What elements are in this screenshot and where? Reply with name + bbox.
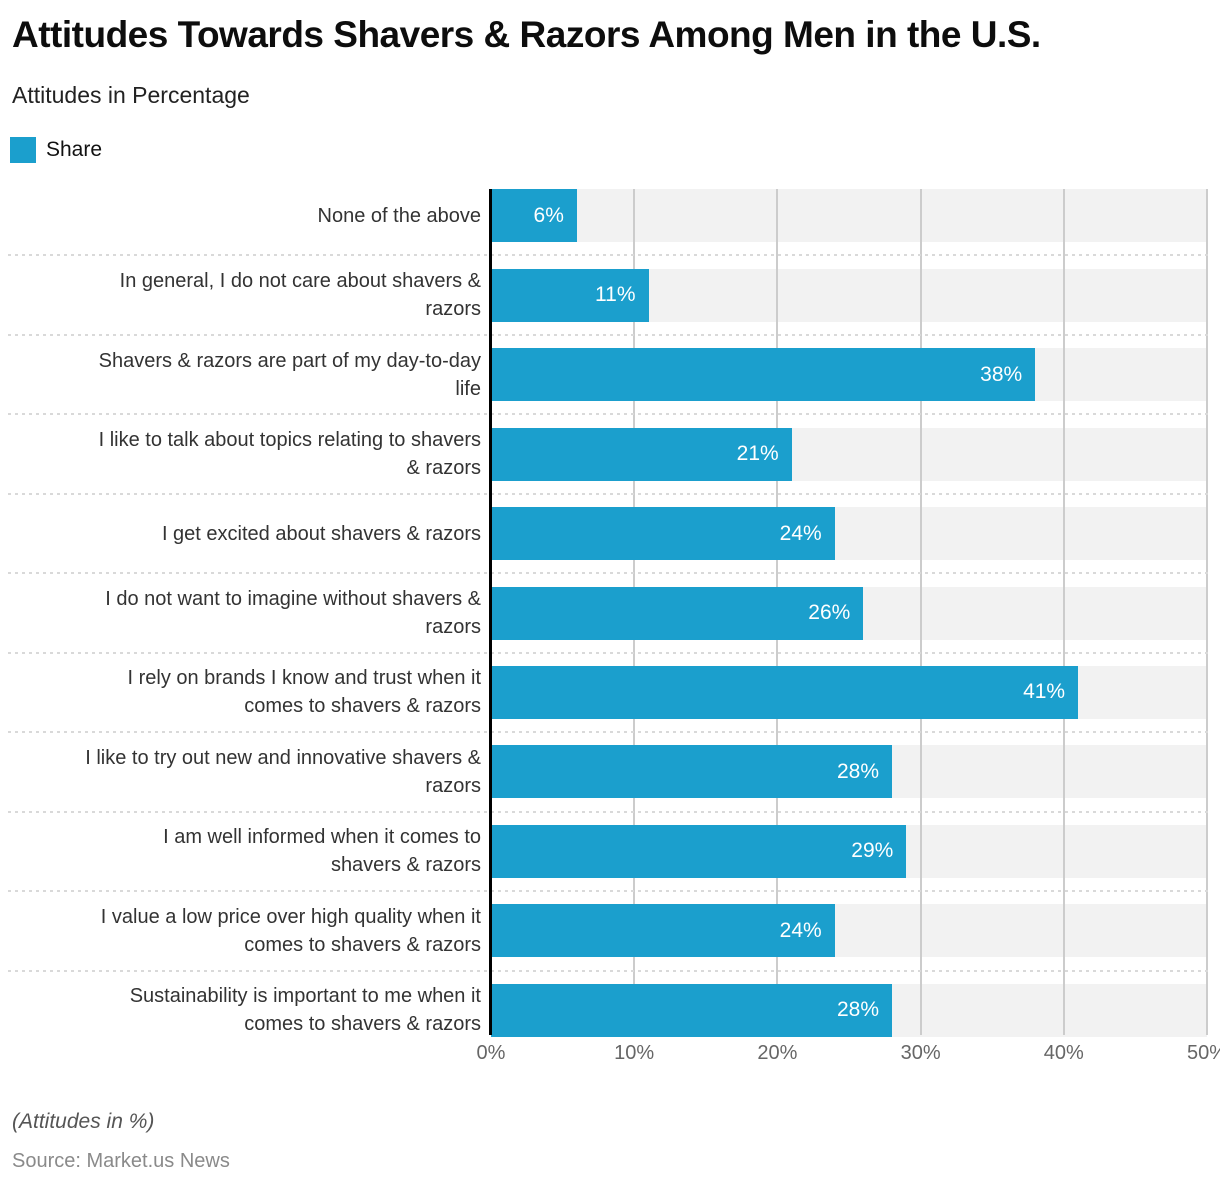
category-label: Shavers & razors are part of my day-to-d… <box>98 349 481 400</box>
category-label: Sustainability is important to me when i… <box>129 985 481 1036</box>
bar: 41% <box>491 665 1079 719</box>
bar: 26% <box>491 586 864 640</box>
chart-subtitle: Attitudes in Percentage <box>12 82 250 108</box>
value-label: 28% <box>836 998 879 1022</box>
legend-swatch-icon <box>10 137 36 163</box>
x-tick-label: 0% <box>476 1042 506 1064</box>
row-separator <box>8 969 1208 972</box>
category-label: I do not want to imagine without shavers… <box>105 588 481 639</box>
x-tick-label: 50% <box>1186 1042 1220 1064</box>
legend: Share <box>10 137 102 163</box>
row-separator <box>8 333 1208 336</box>
y-axis-line <box>489 189 492 1035</box>
value-label: 21% <box>736 442 779 466</box>
bar: 21% <box>491 427 792 481</box>
row-separator <box>8 572 1208 575</box>
value-label: 24% <box>779 918 822 942</box>
x-tick-label: 10% <box>614 1042 655 1064</box>
category-label: I like to talk about topics relating to … <box>98 429 481 480</box>
category-label: I get excited about shavers & razors <box>161 522 481 545</box>
legend-label: Share <box>46 138 103 161</box>
x-tick-label: 20% <box>757 1042 798 1064</box>
row-separator <box>8 651 1208 654</box>
row-separator <box>8 254 1208 257</box>
category-label: None of the above <box>317 204 481 227</box>
bar: 6% <box>491 189 577 243</box>
bar: 38% <box>491 348 1036 402</box>
bar: 24% <box>491 904 835 958</box>
bar: 28% <box>491 745 892 799</box>
row-separator <box>8 413 1208 416</box>
gridline <box>1062 189 1065 1035</box>
x-tick-label: 30% <box>900 1042 941 1064</box>
x-tick-label: 40% <box>1043 1042 1084 1064</box>
value-label: 28% <box>836 759 879 783</box>
value-label: 38% <box>980 362 1023 386</box>
bar: 28% <box>491 983 892 1037</box>
category-label: In general, I do not care about shavers … <box>119 270 481 321</box>
value-label: 11% <box>595 283 636 307</box>
category-label: I am well informed when it comes to shav… <box>163 826 481 877</box>
category-label: I rely on brands I know and trust when i… <box>127 667 481 718</box>
gridline <box>1206 189 1208 1035</box>
gridline <box>919 189 922 1035</box>
value-label: 24% <box>779 521 822 545</box>
row-separator <box>8 810 1208 813</box>
value-label: 6% <box>533 203 564 227</box>
row-separator <box>8 492 1208 495</box>
value-label: 41% <box>1023 680 1066 704</box>
source-line: Source: Market.us News <box>12 1150 230 1172</box>
bar: 24% <box>491 507 835 560</box>
row-separator <box>8 731 1208 734</box>
value-label: 29% <box>851 839 894 863</box>
category-band <box>491 189 1207 243</box>
category-label: I like to try out new and innovative sha… <box>85 746 481 797</box>
row-separator <box>8 890 1208 893</box>
bar: 29% <box>491 824 907 878</box>
category-label: I value a low price over high quality wh… <box>100 905 481 956</box>
footnote: (Attitudes in %) <box>12 1110 155 1133</box>
bar: 11% <box>491 268 649 322</box>
chart-title: Attitudes Towards Shavers & Razors Among… <box>12 14 1041 55</box>
value-label: 26% <box>808 601 851 624</box>
